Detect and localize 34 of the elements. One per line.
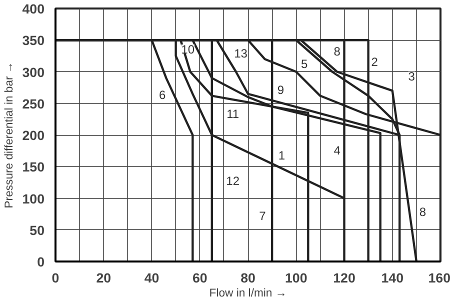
x-tick-label: 40 — [144, 270, 160, 286]
x-tick-label: 140 — [381, 270, 404, 286]
x-tick-label: 20 — [96, 270, 112, 286]
annotation: 2 — [371, 55, 378, 70]
annotation: 9 — [277, 82, 284, 97]
annotation: 6 — [159, 88, 166, 102]
annotation: 7 — [259, 208, 266, 223]
annotation: 13 — [234, 46, 248, 60]
y-tick-label: 300 — [22, 64, 45, 80]
annotation: 5 — [300, 57, 308, 72]
x-tick-label: 160 — [428, 270, 450, 286]
y-axis-title: Pressure differential in bar → — [3, 62, 16, 208]
x-tick-label: 0 — [52, 270, 60, 286]
annotation: 12 — [226, 174, 240, 188]
annotation: 4 — [334, 144, 341, 158]
y-tick-label: 100 — [22, 191, 45, 206]
annotation: 1 — [278, 148, 286, 163]
y-tick-label: 400 — [22, 2, 45, 16]
y-tick-label: 50 — [30, 222, 45, 238]
x-tick-label: 120 — [333, 270, 356, 286]
y-tick-label: 250 — [22, 96, 45, 112]
x-tick-label: 60 — [192, 270, 208, 286]
annotation: 3 — [408, 70, 416, 84]
y-tick-label: 0 — [37, 254, 45, 270]
y-tick-label: 350 — [22, 33, 45, 48]
x-axis-title: Flow in l/min → — [209, 288, 287, 300]
y-tick-label: 200 — [22, 128, 45, 143]
annotation: 8 — [334, 44, 341, 58]
annotation: 10 — [181, 42, 195, 56]
x-tick-label: 80 — [240, 270, 256, 286]
x-tick-label: 100 — [285, 270, 308, 286]
annotation: 11 — [226, 106, 240, 121]
annotation: 8 — [419, 205, 426, 220]
y-tick-label: 150 — [22, 160, 45, 175]
